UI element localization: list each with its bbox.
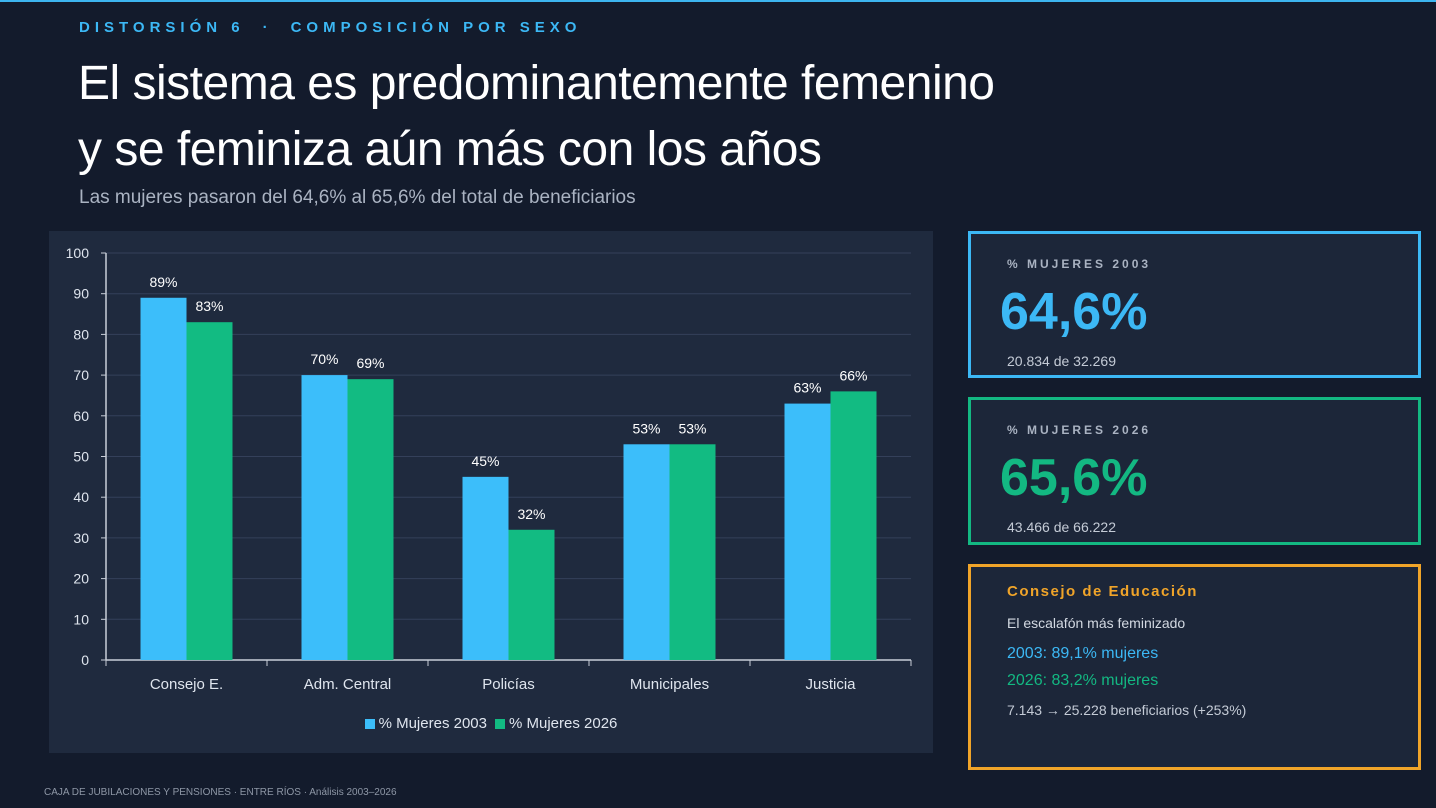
- data-label-consejo-e--2026: 83%: [195, 298, 223, 314]
- data-label-policías-2026: 32%: [517, 506, 545, 522]
- kpi-2003-value: 64,6%: [1000, 283, 1148, 341]
- kpi-2026-value: 65,6%: [1000, 449, 1148, 507]
- legend-item-2026: % Mujeres 2026: [495, 715, 617, 732]
- data-label-municipales-2026: 53%: [678, 420, 706, 436]
- data-label-justicia-2026: 66%: [839, 367, 867, 383]
- bar-policías-2026: [508, 529, 555, 660]
- category-label-adm-central: Adm. Central: [304, 676, 392, 693]
- education-2026-line: 2026: 83,2% mujeres: [1007, 672, 1159, 689]
- kpi-2026-sub: 43.466 de 66.222: [1007, 519, 1116, 535]
- bar-chart-panel: 0 10 20 30 40 50 60 70 80 90 100 89% 83% Consejo E. 70…: [49, 231, 933, 753]
- data-label-justicia-2003: 63%: [793, 380, 821, 396]
- data-label-adm-central-2003: 70%: [310, 351, 338, 367]
- eyebrow-topic: COMPOSICIÓN POR SEXO: [290, 19, 582, 36]
- legend-label-2026: % Mujeres 2026: [509, 715, 618, 732]
- y-tick-label-10: 10: [73, 611, 89, 627]
- education-2003-line: 2003: 89,1% mujeres: [1007, 645, 1159, 662]
- category-label-municipales: Municipales: [630, 676, 709, 693]
- y-tick-label-40: 40: [73, 489, 89, 505]
- kpi-2026-label: % MUJERES 2026: [1007, 423, 1152, 437]
- y-tick-label-20: 20: [73, 571, 89, 587]
- bar-justicia-2026: [830, 391, 877, 660]
- education-title: Consejo de Educación: [1007, 583, 1198, 600]
- kpi-card-2003: % MUJERES 2003 64,6% 20.834 de 32.269: [968, 231, 1421, 378]
- bar-adm-central-2026: [347, 379, 394, 660]
- category-label-consejo-e-: Consejo E.: [150, 676, 223, 693]
- y-tick-label-80: 80: [73, 326, 89, 342]
- education-description: El escalafón más feminizado: [1007, 615, 1186, 631]
- title-line-2: y se feminiza aún más con los años: [78, 123, 822, 176]
- y-tick-label-50: 50: [73, 449, 89, 465]
- bar-justicia-2003: [784, 403, 831, 660]
- data-label-policías-2003: 45%: [471, 453, 499, 469]
- top-accent-line: [0, 0, 1436, 2]
- bar-policías-2003: [462, 476, 509, 660]
- kpi-2003-label: % MUJERES 2003: [1007, 257, 1152, 271]
- category-label-policías: Policías: [482, 676, 535, 693]
- section-eyebrow: DISTORSIÓN 6 · COMPOSICIÓN POR SEXO: [79, 19, 581, 36]
- bar-consejo-e--2026: [186, 322, 233, 660]
- y-tick-label-100: 100: [66, 245, 90, 261]
- bar-consejo-e--2003: [140, 297, 187, 660]
- bar-chart: 0 10 20 30 40 50 60 70 80 90 100 89% 83% Consejo E. 70…: [66, 245, 912, 693]
- chart-legend: % Mujeres 2003 % Mujeres 2026: [49, 715, 933, 732]
- legend-swatch-2003: [364, 718, 375, 729]
- data-label-consejo-e--2003: 89%: [149, 274, 177, 290]
- page-title: El sistema es predominantemente femenino…: [78, 51, 995, 183]
- y-tick-label-70: 70: [73, 367, 89, 383]
- y-tick-label-60: 60: [73, 408, 89, 424]
- bar-municipales-2003: [623, 444, 670, 660]
- y-tick-label-90: 90: [73, 286, 89, 302]
- bar-municipales-2026: [669, 444, 716, 660]
- eyebrow-distortion: DISTORSIÓN 6: [79, 19, 245, 36]
- y-tick-label-0: 0: [81, 652, 89, 668]
- legend-item-2003: % Mujeres 2003: [364, 715, 487, 732]
- kpi-card-2026: % MUJERES 2026 65,6% 43.466 de 66.222: [968, 397, 1421, 545]
- legend-label-2003: % Mujeres 2003: [378, 715, 487, 732]
- page-subtitle: Las mujeres pasaron del 64,6% al 65,6% d…: [79, 187, 636, 208]
- education-card: Consejo de Educación El escalafón más fe…: [968, 564, 1421, 770]
- eyebrow-separator: ·: [262, 19, 273, 36]
- category-label-justicia: Justicia: [805, 676, 856, 693]
- footer-text: CAJA DE JUBILACIONES Y PENSIONES · ENTRE…: [44, 787, 397, 798]
- y-tick-label-30: 30: [73, 530, 89, 546]
- title-line-1: El sistema es predominantemente femenino: [78, 57, 995, 110]
- bar-adm-central-2003: [301, 375, 348, 660]
- education-growth-line: 7.143 → 25.228 beneficiarios (+253%): [1007, 702, 1247, 718]
- data-label-adm-central-2026: 69%: [356, 355, 384, 371]
- legend-swatch-2026: [495, 718, 505, 729]
- data-label-municipales-2003: 53%: [632, 420, 660, 436]
- kpi-2003-sub: 20.834 de 32.269: [1007, 353, 1116, 369]
